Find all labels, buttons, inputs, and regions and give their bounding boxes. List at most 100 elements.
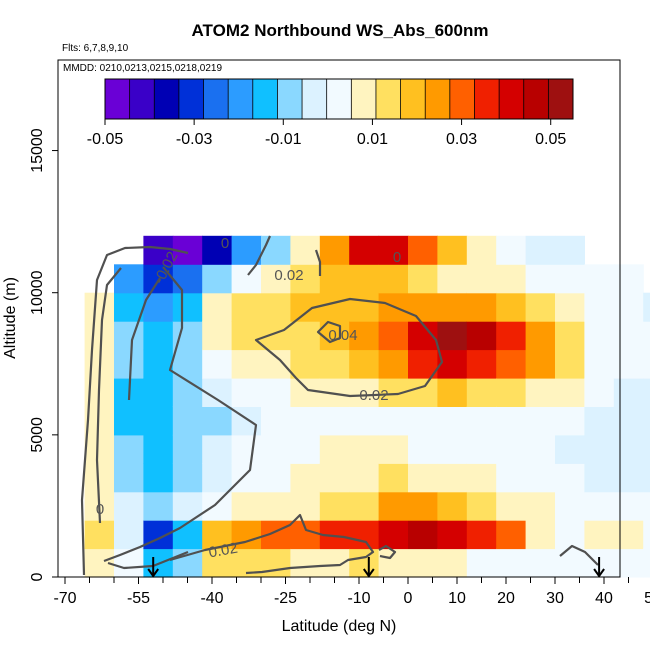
- heatmap-cell: [437, 321, 468, 351]
- heatmap-cell: [525, 491, 556, 521]
- heatmap-cell: [172, 520, 203, 550]
- colorbar-swatch: [375, 79, 401, 119]
- colorbar-swatch: [474, 79, 500, 119]
- heatmap-cell: [231, 434, 262, 464]
- heatmap-cell: [319, 235, 350, 265]
- heatmap-cell: [613, 548, 644, 578]
- colorbar-swatch: [228, 79, 254, 119]
- heatmap-cell: [290, 520, 321, 550]
- heatmap-cell: [231, 264, 262, 294]
- heatmap-cell: [172, 264, 203, 294]
- heatmap-cell: [261, 349, 291, 379]
- heatmap-cell: [231, 235, 262, 265]
- y-tick-label: 0: [29, 572, 46, 581]
- heatmap-cell: [290, 264, 321, 294]
- marker-arrow: [147, 557, 160, 578]
- contour-label: 0.02: [359, 387, 388, 404]
- heatmap-cell: [555, 235, 585, 265]
- heatmap-cell: [143, 463, 174, 493]
- heatmap-cell: [525, 235, 556, 265]
- colorbar: [104, 78, 574, 120]
- heatmap-cell: [319, 264, 350, 294]
- colorbar-labels: -0.05 -0.03 -0.01 0.01 0.03 0.05: [87, 119, 566, 148]
- heatmap-cell: [202, 548, 233, 578]
- heatmap-cell: [437, 235, 468, 265]
- heatmap-cell: [613, 264, 644, 294]
- heatmap-cell: [319, 292, 350, 322]
- colorbar-frame: [104, 78, 574, 120]
- colorbar-swatch: [548, 79, 574, 119]
- heatmap-cell: [643, 292, 650, 322]
- colorbar-swatch: [203, 79, 229, 119]
- heatmap-cell: [613, 434, 644, 464]
- heatmap-cell: [143, 434, 174, 464]
- heatmap-cell: [555, 406, 585, 436]
- heatmap-cell: [408, 378, 438, 407]
- heatmap-cell: [408, 406, 438, 436]
- heatmap-cell: [525, 349, 556, 379]
- heatmap-cell: [349, 491, 380, 521]
- contour-label: 0.02: [274, 267, 303, 284]
- heatmap-cell: [525, 548, 556, 578]
- x-axis-title: Latitude (deg N): [282, 618, 397, 635]
- heatmap-cell: [378, 321, 409, 351]
- heatmap-cell: [613, 378, 644, 407]
- x-tick-label: -40: [200, 590, 223, 607]
- x-tick-label: -10: [347, 590, 370, 607]
- heatmap-cell: [555, 264, 585, 294]
- heatmap-cell: [319, 406, 350, 436]
- heatmap-cell: [84, 292, 115, 322]
- colorbar-swatch: [105, 79, 131, 119]
- colorbar-swatch: [523, 79, 549, 119]
- colorbar-swatch: [499, 79, 525, 119]
- heatmap-cell: [496, 264, 527, 294]
- heatmap-cell: [555, 463, 585, 493]
- heatmap-cell: [349, 548, 380, 578]
- heatmap-cell: [408, 520, 438, 550]
- colorbar-tick-label: -0.03: [176, 131, 213, 148]
- heatmap-cell: [584, 463, 615, 493]
- heatmap-cell: [114, 406, 144, 436]
- colorbar-tick-label: -0.05: [87, 131, 124, 148]
- heatmap-cell: [584, 520, 615, 550]
- heatmap-cell: [525, 520, 556, 550]
- contour-line: [316, 320, 342, 344]
- heatmap-cell: [378, 264, 409, 294]
- heatmap-cell: [290, 321, 321, 351]
- contour-line: [559, 544, 599, 566]
- y-tick-label: 5000: [29, 417, 46, 453]
- contour-label: 0.02: [207, 540, 239, 562]
- heatmap-cell: [319, 434, 350, 464]
- colorbar-swatch: [178, 79, 204, 119]
- heatmap-cell: [378, 235, 409, 265]
- dates-note: MMDD: 0210,0213,0215,0218,0219: [63, 63, 222, 74]
- heatmap-cell: [437, 463, 468, 493]
- heatmap-cell: [261, 434, 291, 464]
- heatmap-cell: [378, 434, 409, 464]
- heatmap-cell: [231, 491, 262, 521]
- heatmap-cell: [408, 292, 438, 322]
- heatmap-cell: [378, 520, 409, 550]
- heatmap-cell: [466, 349, 497, 379]
- colorbar-tick-label: -0.01: [265, 131, 302, 148]
- heatmap-cell: [172, 548, 203, 578]
- heatmap-cell: [114, 463, 144, 493]
- heatmap-cell: [290, 463, 321, 493]
- heatmap-cell: [584, 434, 615, 464]
- heatmap-cell: [261, 491, 291, 521]
- heatmap-cell: [496, 292, 527, 322]
- contour-label: 0: [393, 249, 401, 266]
- heatmap-cell: [613, 321, 644, 351]
- heatmap-cell: [408, 434, 438, 464]
- contour-lines: [80, 235, 599, 576]
- heatmap-cell: [408, 548, 438, 578]
- heatmap-cell: [437, 406, 468, 436]
- heatmap-cell: [261, 378, 291, 407]
- heatmap-cell: [290, 378, 321, 407]
- heatmap-cell: [114, 264, 144, 294]
- heatmap-cell: [202, 264, 233, 294]
- heatmap-cell: [437, 349, 468, 379]
- heatmap-cell: [643, 406, 650, 436]
- heatmap-cell: [496, 548, 527, 578]
- heatmap-cell: [202, 235, 233, 265]
